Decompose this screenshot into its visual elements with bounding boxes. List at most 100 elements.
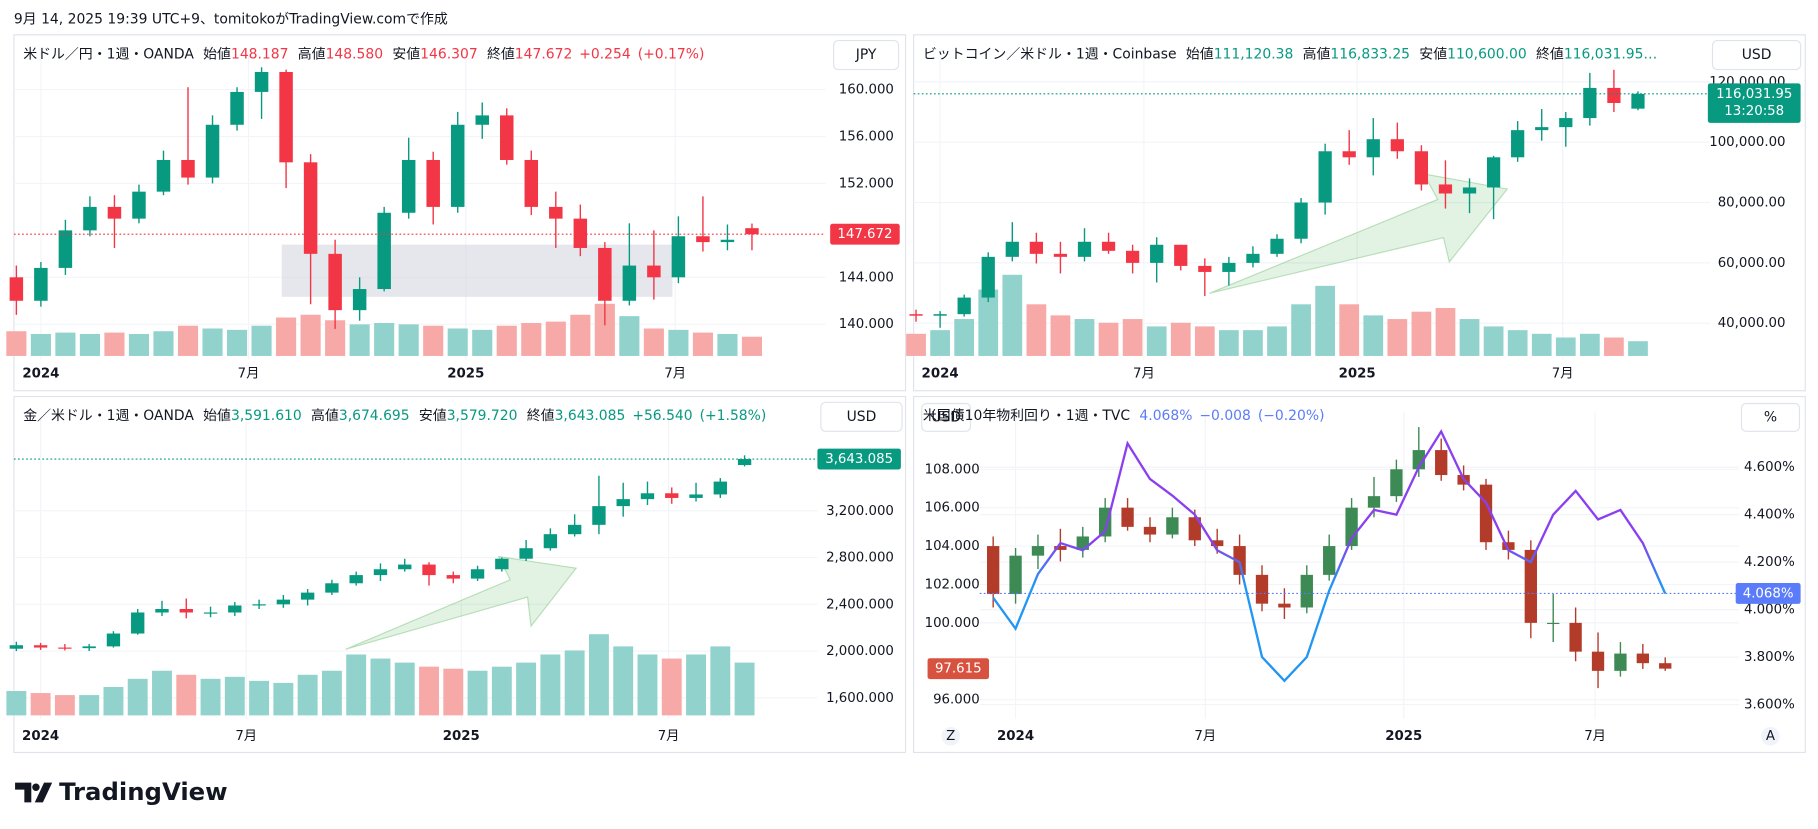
header-item: (+0.17%): [638, 46, 705, 62]
y-tick-label: 2,800.000: [826, 551, 894, 566]
volume-bar: [273, 682, 294, 716]
header-item: 146.307: [420, 46, 478, 62]
volume-bar: [251, 325, 272, 356]
volume-bar: [661, 658, 682, 716]
y-tick-label: 3.800%: [1744, 650, 1795, 665]
candle-body: [737, 459, 752, 466]
chart-header: ビットコイン／米ドル・1週・Coinbase 始値111,120.38 高値116,…: [923, 45, 1657, 62]
volume-bar: [692, 332, 713, 356]
volume-bar: [1339, 304, 1360, 356]
price-label-box: [830, 223, 900, 245]
volume-bar: [6, 331, 27, 356]
volume-bar: [516, 662, 537, 716]
brand: TradingView: [59, 777, 228, 806]
price-label: 97.615: [935, 662, 982, 677]
candle-body: [1323, 546, 1336, 575]
candle-body: [665, 493, 679, 498]
candle-body: [549, 206, 563, 219]
volume-bar: [423, 325, 444, 356]
candle-body: [228, 605, 242, 613]
candle-body: [254, 71, 269, 92]
candle-body: [1535, 127, 1549, 131]
volume-bar: [734, 662, 755, 716]
header-item: 安値: [419, 408, 447, 424]
volume-bar: [1291, 304, 1311, 356]
candle-body: [34, 267, 48, 301]
volume-bar: [1026, 304, 1047, 356]
volume-bar: [521, 322, 542, 356]
price-label: 4.068%: [1743, 586, 1794, 601]
volume-bar: [1507, 330, 1528, 356]
unit-label: USD: [1742, 47, 1772, 63]
candle-body: [252, 604, 266, 606]
volume-bar: [55, 332, 76, 356]
volume-bar: [467, 670, 488, 716]
header-item: 始値: [1186, 46, 1214, 62]
candle-body: [1031, 546, 1045, 556]
volume-bar: [1363, 315, 1384, 356]
x-tick-label: 2024: [22, 729, 59, 744]
unit-label: USD: [847, 409, 877, 425]
candle-body: [352, 289, 367, 311]
volume-bar: [325, 320, 346, 356]
volume-bar: [447, 328, 468, 356]
candle-body: [1300, 574, 1313, 608]
volume-bar: [1435, 307, 1456, 356]
volume-bar: [717, 333, 738, 356]
candle-body: [1198, 265, 1212, 272]
candle-body: [205, 124, 220, 178]
header-item: 111,120.38: [1214, 46, 1294, 62]
y-tick-label: 140.000: [839, 317, 894, 332]
candle-body: [1233, 546, 1246, 575]
x-tick-label: 7月: [1552, 366, 1574, 381]
header-item: 3,591.610: [231, 408, 302, 424]
x-tick-label: 2025: [1339, 366, 1376, 381]
yield-line: [992, 429, 1667, 683]
price-label-box: [1707, 83, 1801, 123]
button-label: A: [1766, 729, 1775, 744]
header-item: 終値: [487, 46, 515, 62]
candle-body: [1591, 651, 1605, 671]
candle-body: [1150, 244, 1164, 263]
volume-bar: [710, 646, 731, 716]
candle-body: [1414, 151, 1429, 185]
y-tick-label: 2,400.000: [826, 597, 894, 612]
candle-body: [1583, 87, 1597, 119]
volume-bar: [643, 328, 664, 356]
candle-body: [1278, 603, 1291, 608]
candle-body: [1435, 450, 1448, 476]
header-item: 米ドル／円・1週・OANDA: [23, 46, 194, 62]
trend-arrow: [345, 555, 578, 650]
candle-body: [622, 265, 637, 301]
volume-bar: [127, 678, 148, 716]
candle-body: [573, 218, 588, 248]
x-tick-label: 7月: [1133, 366, 1155, 381]
volume-bar: [619, 316, 640, 356]
candle-body: [33, 645, 48, 648]
unit-box: [820, 401, 903, 432]
candle-body: [1166, 517, 1179, 535]
header-item: 始値: [203, 408, 231, 424]
volume-bar: [153, 331, 174, 356]
y-tick-label: 60,000.00: [1718, 256, 1786, 271]
y-tick-label: 108.000: [925, 462, 980, 477]
header-item: ビットコイン／米ドル・1週・Coinbase: [923, 46, 1177, 62]
volume-bar: [1219, 330, 1239, 356]
candle-body: [377, 212, 391, 290]
volume-bar: [1315, 285, 1336, 356]
volume-bar: [1387, 319, 1408, 356]
candle-body: [276, 599, 291, 605]
candle-body: [1390, 469, 1403, 497]
volume-bar: [398, 324, 419, 356]
header-item: −0.008: [1199, 408, 1250, 424]
x-tick-label: 7月: [1584, 729, 1606, 744]
volume-bar: [545, 321, 566, 356]
header-item: 116,833.25: [1330, 46, 1410, 62]
candle-body: [1077, 241, 1092, 257]
candle-body: [58, 647, 72, 649]
candle-body: [1255, 574, 1269, 604]
price-label-box: [817, 448, 901, 470]
candle-body: [422, 564, 436, 576]
volume-bar: [30, 693, 51, 716]
